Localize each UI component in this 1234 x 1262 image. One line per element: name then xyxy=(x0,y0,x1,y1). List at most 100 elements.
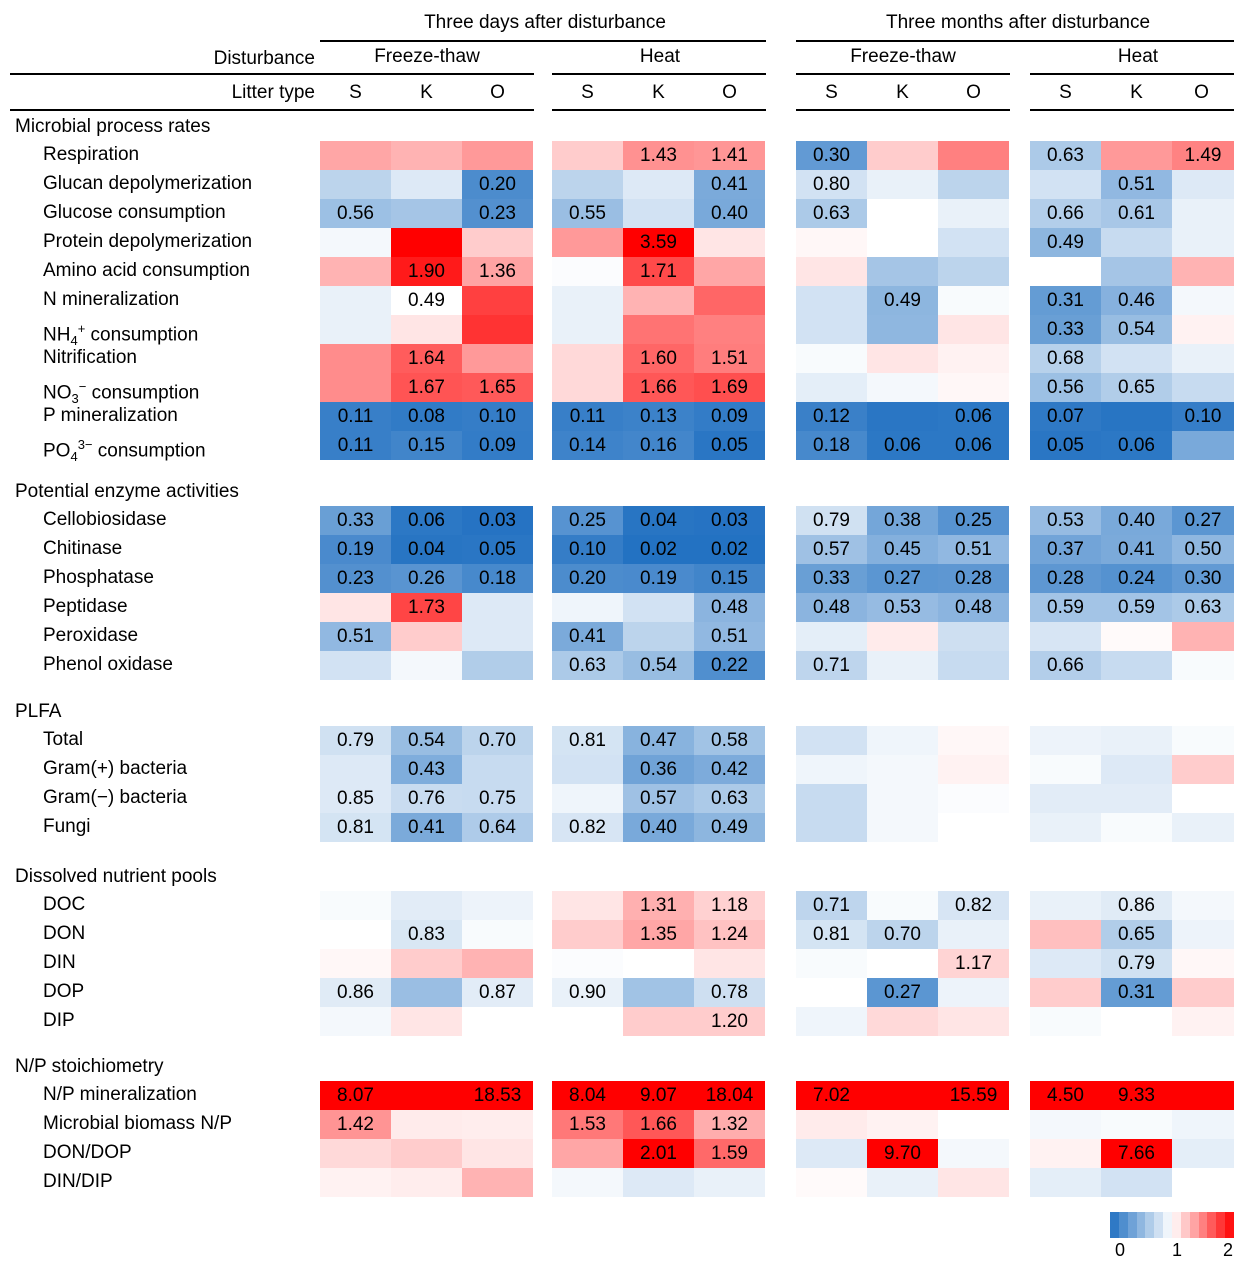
heatmap-cell: 0.41 xyxy=(391,813,462,842)
heatmap-cell: 0.54 xyxy=(623,651,694,680)
heatmap-cell: 0.28 xyxy=(1030,564,1101,593)
cell-value-label: 1.41 xyxy=(711,145,748,166)
cell-value-label: 0.08 xyxy=(408,406,445,427)
cell-value-label: 0.47 xyxy=(640,730,677,751)
cell-value-label: 7.02 xyxy=(813,1085,850,1106)
cell-value-label: 8.04 xyxy=(569,1085,606,1106)
heatmap-cell: 0.23 xyxy=(320,564,391,593)
heatmap-cell: 0.03 xyxy=(462,506,533,535)
cell-value-label: 0.27 xyxy=(1184,510,1222,531)
heatmap-cell: 0.81 xyxy=(552,726,623,755)
row-label: Protein depolymerization xyxy=(43,231,253,252)
heatmap-cell: 0.33 xyxy=(1030,315,1101,344)
cell-value-label: 1.42 xyxy=(337,1114,374,1135)
row-label: Peptidase xyxy=(43,596,128,617)
cell-value-label: 0.68 xyxy=(1047,348,1084,369)
cell-value-label: 0.79 xyxy=(337,730,374,751)
heatmap-cell xyxy=(938,344,1009,373)
heatmap-cell: 1.90 xyxy=(391,257,462,286)
row-label: Chitinase xyxy=(43,538,123,559)
heatmap-cell: 0.10 xyxy=(1172,402,1234,431)
header-rule xyxy=(796,73,1010,75)
heatmap-cell xyxy=(1172,784,1234,813)
cell-value-label: 1.66 xyxy=(640,1114,677,1135)
cell-value-label: 1.64 xyxy=(408,348,445,369)
heatmap-cell: 0.49 xyxy=(694,813,765,842)
litter-type-header: O xyxy=(490,82,505,103)
heatmap-cell: 15.59 xyxy=(938,1081,1009,1110)
heatmap-cell xyxy=(938,622,1009,651)
cell-value-label: 0.06 xyxy=(1118,435,1155,456)
heatmap-cell: 0.43 xyxy=(391,755,462,784)
cell-value-label: 0.11 xyxy=(337,435,374,456)
heatmap-cell xyxy=(391,1139,462,1168)
heatmap-cell: 0.64 xyxy=(462,813,533,842)
heatmap-cell: 0.25 xyxy=(552,506,623,535)
cell-value-label: 0.36 xyxy=(640,759,677,780)
heatmap-cell xyxy=(552,784,623,813)
cell-value-label: 2.01 xyxy=(640,1143,677,1164)
heatmap-cell xyxy=(1030,257,1101,286)
row-label: NH4+ consumption xyxy=(43,321,199,349)
heatmap-cell: 1.66 xyxy=(623,373,694,402)
heatmap-cell xyxy=(694,257,765,286)
cell-value-label: 0.56 xyxy=(1047,377,1084,398)
cell-value-label: 0.03 xyxy=(479,510,516,531)
legend-tick: 1 xyxy=(1171,1240,1183,1260)
heatmap-cell: 0.82 xyxy=(552,813,623,842)
heatmap-cell: 0.36 xyxy=(623,755,694,784)
heatmap-cell xyxy=(462,593,533,622)
heatmap-cell: 0.22 xyxy=(694,651,765,680)
heatmap-cell xyxy=(867,257,938,286)
heatmap-cell: 0.59 xyxy=(1101,593,1172,622)
heatmap-cell xyxy=(867,199,938,228)
cell-value-label: 0.11 xyxy=(569,406,606,427)
cell-value-label: 0.54 xyxy=(640,655,677,676)
heatmap-cell xyxy=(796,978,867,1007)
heatmap-cell: 0.79 xyxy=(1101,949,1172,978)
heatmap-cell xyxy=(391,1007,462,1036)
heatmap-cell xyxy=(552,1139,623,1168)
cell-value-label: 1.73 xyxy=(408,597,445,618)
heatmap-cell xyxy=(320,1139,391,1168)
litter-type-header: O xyxy=(1194,82,1209,103)
cell-value-label: 0.50 xyxy=(1184,539,1222,560)
legend-tick: 2 xyxy=(1222,1240,1234,1260)
heatmap-cell xyxy=(938,920,1009,949)
heatmap-cell: 1.42 xyxy=(320,1110,391,1139)
cell-value-label: 0.06 xyxy=(408,510,445,531)
heatmap-cell xyxy=(796,1007,867,1036)
cell-value-label: 0.40 xyxy=(640,817,677,838)
heatmap-cell xyxy=(1101,344,1172,373)
heatmap-cell xyxy=(867,344,938,373)
heatmap-cell xyxy=(796,1110,867,1139)
heatmap-cell xyxy=(1030,978,1101,1007)
heatmap-cell: 1.67 xyxy=(391,373,462,402)
heatmap-cell: 0.81 xyxy=(796,920,867,949)
heatmap-cell: 0.15 xyxy=(694,564,765,593)
litter-type-header: K xyxy=(1130,82,1143,103)
cell-value-label: 1.90 xyxy=(408,261,445,282)
heatmap-cell xyxy=(552,141,623,170)
cell-value-label: 1.66 xyxy=(640,377,677,398)
cell-value-label: 15.59 xyxy=(949,1085,998,1106)
group-label: Dissolved nutrient pools xyxy=(15,866,217,887)
heatmap-cell xyxy=(623,593,694,622)
heatmap-cell: 0.41 xyxy=(694,170,765,199)
heatmap-cell: 1.36 xyxy=(462,257,533,286)
heatmap-cell xyxy=(938,373,1009,402)
heatmap-cell: 0.06 xyxy=(938,402,1009,431)
cell-value-label: 0.82 xyxy=(955,895,992,916)
heatmap-cell xyxy=(1030,755,1101,784)
litter-type-label: Litter type xyxy=(231,82,315,103)
heatmap-cell xyxy=(320,286,391,315)
cell-value-label: 0.81 xyxy=(569,730,606,751)
heatmap-cell xyxy=(938,228,1009,257)
heatmap-cell: 0.27 xyxy=(1172,506,1234,535)
heatmap-cell: 0.24 xyxy=(1101,564,1172,593)
cell-value-label: 0.63 xyxy=(1047,145,1084,166)
heatmap-cell: 0.79 xyxy=(796,506,867,535)
cell-value-label: 1.53 xyxy=(569,1114,606,1135)
heatmap-cell xyxy=(796,949,867,978)
heatmap-cell xyxy=(694,228,765,257)
